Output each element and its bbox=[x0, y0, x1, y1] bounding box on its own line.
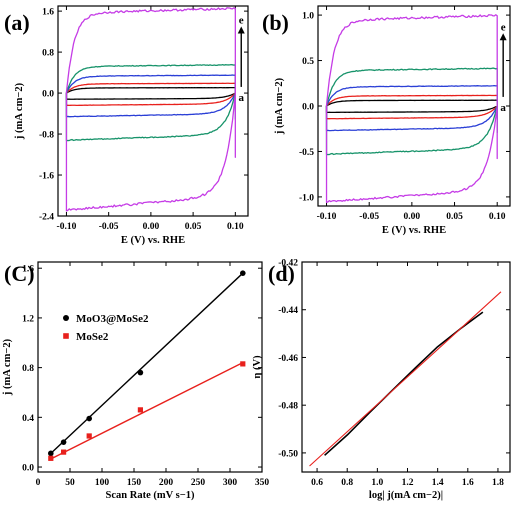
plot-frame bbox=[37, 261, 263, 473]
y-tick-label: 1.0 bbox=[302, 12, 314, 22]
x-tick-label: -0.10 bbox=[317, 212, 337, 222]
cv-curve-5 bbox=[65, 7, 236, 212]
panel-c: 0 50 100 150 200 250 300 350 0.0 0.4 0.8 1.2 1.6 Scan… bbox=[2, 261, 269, 501]
tafel-data-line bbox=[324, 311, 484, 456]
plot-frame bbox=[301, 261, 511, 473]
legend-label: MoSe2 bbox=[76, 331, 109, 343]
fit-line-1 bbox=[49, 272, 244, 456]
data-point-circle bbox=[137, 369, 144, 376]
x-tick-label: -0.05 bbox=[359, 212, 379, 222]
arrow-head bbox=[499, 33, 507, 41]
x-tick-label: 50 bbox=[65, 478, 75, 488]
panel-label: (d) bbox=[268, 261, 295, 286]
legend-marker bbox=[63, 315, 69, 321]
data-point-square bbox=[48, 455, 54, 461]
y-tick-label: 0.0 bbox=[22, 464, 34, 474]
x-tick-label: 1.6 bbox=[462, 478, 474, 488]
cv-curve-3 bbox=[325, 84, 498, 132]
y-tick-label: -0.42 bbox=[278, 259, 298, 269]
y-tick-label: -1.6 bbox=[39, 172, 54, 182]
x-tick-label: 350 bbox=[255, 478, 270, 488]
x-tick-label: 1.8 bbox=[492, 478, 504, 488]
y-tick-label: -0.50 bbox=[278, 449, 298, 459]
cv-curve-5 bbox=[325, 14, 498, 204]
tafel-fit-line bbox=[309, 291, 502, 467]
x-tick-label: 0.00 bbox=[143, 222, 160, 232]
arrow-label-top: e bbox=[501, 21, 506, 33]
y-tick-label: -0.8 bbox=[39, 131, 54, 141]
panel-label: (C) bbox=[4, 261, 35, 286]
x-tick-label: 1.4 bbox=[432, 478, 444, 488]
y-tick-label: 1.2 bbox=[22, 314, 34, 324]
x-tick-label: 200 bbox=[159, 478, 174, 488]
data-point-circle bbox=[48, 450, 54, 457]
x-tick-label: 300 bbox=[223, 478, 238, 488]
arrow-head bbox=[237, 26, 245, 34]
x-tick-label: 250 bbox=[191, 478, 206, 488]
arrow-label-bottom: a bbox=[238, 92, 244, 104]
x-tick-label: 0.8 bbox=[341, 478, 353, 488]
legend-label: MoO3@MoSe2 bbox=[76, 313, 149, 325]
panel-label: (a) bbox=[4, 10, 30, 35]
y-tick-label: 0.8 bbox=[22, 364, 34, 374]
x-tick-label: 100 bbox=[95, 478, 110, 488]
x-tick-label: 1.0 bbox=[371, 478, 383, 488]
arrow-label-bottom: a bbox=[500, 102, 506, 114]
data-point-circle bbox=[240, 270, 246, 276]
x-tick-label: 0.6 bbox=[311, 478, 323, 488]
x-tick-label: 0.05 bbox=[446, 212, 463, 222]
y-axis-label: j (mA cm−2) bbox=[14, 82, 25, 140]
y-axis-label: j (mA cm−2) bbox=[2, 338, 13, 396]
arrow-label-top: e bbox=[239, 14, 244, 26]
x-axis-label: E (V) vs. RHE bbox=[121, 235, 185, 246]
cv-curve-2 bbox=[325, 94, 498, 120]
panel-b: -0.10 -0.05 0.00 0.05 0.10 -1.0 -0.5 0.0 0.5 1.0 E… bbox=[262, 5, 511, 236]
cv-curve-3 bbox=[65, 74, 236, 118]
x-tick-label: 0 bbox=[36, 478, 41, 488]
x-tick-label: -0.05 bbox=[99, 222, 119, 232]
x-tick-label: -0.10 bbox=[57, 222, 77, 232]
x-tick-label: 0.05 bbox=[185, 222, 202, 232]
y-tick-label: -0.48 bbox=[278, 402, 298, 412]
cv-curve-1 bbox=[65, 86, 236, 100]
y-tick-label: 0.0 bbox=[42, 90, 54, 100]
panel-a: -0.10 -0.05 0.00 0.05 0.10 -2.4 -1.6 -0.8 0.0 0.8… bbox=[4, 5, 249, 246]
data-point-square bbox=[86, 433, 92, 439]
y-tick-label: 0.4 bbox=[22, 414, 34, 424]
x-axis-label: Scan Rate (mV s−1) bbox=[106, 490, 195, 501]
panel-d: 0.6 0.8 1.0 1.2 1.4 1.6 1.8 -0.50 -0.48 -0.46 -0.4… bbox=[252, 259, 511, 501]
y-tick-label: -0.46 bbox=[278, 354, 298, 364]
y-tick-label: -0.5 bbox=[299, 148, 314, 158]
x-tick-label: 0.10 bbox=[489, 212, 506, 222]
x-tick-label: 150 bbox=[127, 478, 142, 488]
fit-line-2 bbox=[49, 362, 244, 461]
y-axis-label: η (V) bbox=[252, 355, 263, 379]
y-tick-label: 1.6 bbox=[22, 265, 34, 275]
x-tick-label: 0.00 bbox=[404, 212, 421, 222]
data-point-square bbox=[61, 449, 67, 455]
plot-frame bbox=[57, 5, 249, 217]
cv-curve-1 bbox=[325, 99, 498, 114]
data-point-circle bbox=[60, 439, 67, 445]
y-tick-label: -1.0 bbox=[299, 193, 314, 203]
y-tick-label: 0.5 bbox=[302, 57, 314, 67]
cv-curve-2 bbox=[65, 82, 236, 107]
data-point-square bbox=[137, 407, 143, 413]
legend-marker bbox=[63, 333, 69, 339]
y-tick-label: 1.6 bbox=[42, 8, 54, 18]
y-axis-label: j (mA cm−2) bbox=[274, 77, 285, 135]
x-axis-label: E (V) vs. RHE bbox=[382, 225, 446, 236]
data-point-circle bbox=[86, 415, 92, 422]
y-tick-label: 0.0 bbox=[302, 103, 314, 113]
y-tick-label: -2.4 bbox=[39, 213, 54, 223]
y-tick-label: 0.8 bbox=[42, 49, 54, 59]
x-axis-label: log| j(mA cm−2)| bbox=[369, 490, 443, 501]
y-tick-label: -0.44 bbox=[278, 306, 298, 316]
panel-label: (b) bbox=[262, 10, 289, 35]
x-tick-label: 0.10 bbox=[227, 222, 244, 232]
x-tick-label: 1.2 bbox=[402, 478, 414, 488]
data-point-square bbox=[240, 361, 246, 367]
